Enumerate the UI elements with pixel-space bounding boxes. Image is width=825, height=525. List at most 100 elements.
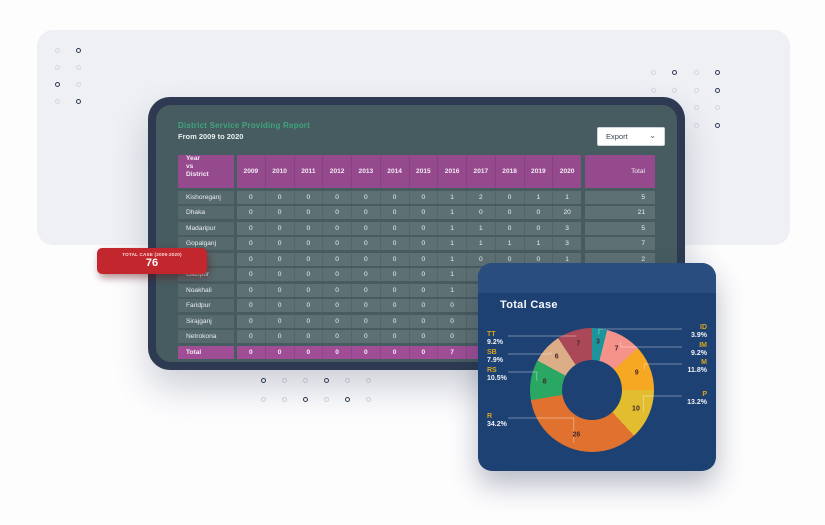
legend-entry: TT 9.2% — [487, 331, 503, 347]
value-cell: 0 — [237, 314, 265, 328]
value-cell: 0 — [523, 252, 553, 266]
value-cell: 0 — [437, 299, 466, 312]
district-cell: Kishoreganj — [178, 190, 234, 204]
value-cell: 0 — [523, 221, 553, 235]
value-cell: 0 — [466, 252, 495, 266]
value-cell: 0 — [322, 252, 351, 266]
decorative-dot — [672, 70, 677, 75]
value-cell: 0 — [322, 237, 351, 250]
decorative-dot — [261, 397, 266, 402]
value-cell: 0 — [408, 206, 438, 219]
district-cell: Sirajganj — [178, 314, 234, 328]
legend-entry: M 11.8% — [688, 359, 707, 375]
value-cell: 0 — [408, 345, 438, 359]
district-cell: Netrokona — [178, 330, 234, 343]
value-cell: 0 — [379, 299, 409, 312]
corner-header-line: Year — [186, 155, 200, 162]
value-cell: 0 — [264, 314, 294, 328]
legend-label: R — [487, 413, 493, 420]
corner-header-line: vs — [186, 163, 194, 171]
corner-header: Year vs District — [178, 155, 234, 188]
decorative-dot — [651, 70, 656, 75]
decorative-dot — [715, 105, 720, 110]
legend-entry: SB 7.9% — [487, 349, 503, 365]
value-cell: 1 — [437, 237, 466, 250]
legend-percentage: 13.2% — [687, 399, 707, 407]
slice-value-label: 26 — [572, 431, 581, 439]
legend-label: IM — [699, 342, 707, 349]
value-cell: 0 — [237, 330, 265, 343]
value-cell: 0 — [466, 206, 495, 219]
row-total-cell: 5 — [585, 190, 655, 204]
slice-value-label: 9 — [634, 369, 639, 377]
decorative-dot — [282, 378, 287, 383]
decorative-dot — [366, 397, 371, 402]
district-cell: Madaripur — [178, 221, 234, 235]
value-cell: 0 — [322, 206, 351, 219]
value-cell: 0 — [293, 345, 323, 359]
year-header-cell: 2016 — [437, 155, 466, 188]
value-cell: 0 — [237, 190, 265, 204]
decorative-dot — [55, 48, 60, 53]
value-cell: 0 — [237, 221, 265, 235]
value-cell: 0 — [379, 206, 409, 219]
value-cell: 1 — [466, 221, 495, 235]
value-cell: 0 — [379, 190, 409, 204]
export-label: Export — [606, 132, 628, 141]
value-cell: 0 — [264, 190, 294, 204]
year-header-cell: 2011 — [293, 155, 323, 188]
year-header-cell: 2012 — [322, 155, 351, 188]
decorative-dot — [694, 123, 699, 128]
decorative-dot — [324, 397, 329, 402]
district-cell: Gopalganj — [178, 237, 234, 250]
value-cell: 0 — [293, 314, 323, 328]
value-cell: 1 — [552, 190, 581, 204]
legend-percentage: 9.2% — [487, 339, 503, 347]
legend-label: P — [702, 391, 707, 398]
value-cell: 0 — [523, 206, 553, 219]
value-cell: 0 — [351, 237, 380, 250]
value-cell: 0 — [264, 345, 294, 359]
decorative-dot — [76, 65, 81, 70]
value-cell: 0 — [351, 206, 380, 219]
value-cell: 0 — [322, 283, 351, 297]
slice-value-label: 7 — [614, 345, 619, 353]
value-cell: 0 — [494, 206, 524, 219]
value-cell: 0 — [379, 268, 409, 281]
value-cell: 0 — [293, 252, 323, 266]
decorative-dot — [303, 397, 308, 402]
value-cell: 0 — [351, 345, 380, 359]
value-cell: 1 — [523, 237, 553, 250]
legend-label: RS — [487, 367, 497, 374]
decorative-dot — [715, 123, 720, 128]
slice-value-label: 3 — [595, 338, 600, 346]
value-cell: 0 — [408, 252, 438, 266]
year-header-cell: 2015 — [408, 155, 438, 188]
value-cell: 0 — [408, 268, 438, 281]
value-cell: 0 — [322, 190, 351, 204]
year-header-cell: 2019 — [523, 155, 553, 188]
year-headers: 2009 2010 2011 2012 2013 2014 2015 2016 2017 2018… — [237, 155, 581, 188]
table-row: Dhaka 0 0 0 0 0 0 0 1 0 0 0 20 21 — [178, 206, 655, 219]
value-cell: 0 — [293, 330, 323, 343]
value-cell: 0 — [264, 221, 294, 235]
value-cell: 0 — [293, 268, 323, 281]
value-cell: 0 — [351, 221, 380, 235]
value-cell: 0 — [264, 206, 294, 219]
row-total-cell: 2 — [585, 252, 655, 266]
value-cell: 0 — [264, 283, 294, 297]
legend-percentage: 7.9% — [487, 357, 503, 365]
value-cell: 0 — [322, 330, 351, 343]
decorative-dot — [261, 378, 266, 383]
legend-label: TT — [487, 331, 496, 338]
value-cell: 0 — [293, 206, 323, 219]
value-cell: 3 — [552, 221, 581, 235]
value-cell: 1 — [552, 252, 581, 266]
year-header-cell: 2014 — [379, 155, 409, 188]
value-cell: 0 — [264, 330, 294, 343]
slice-value-label: 7 — [576, 340, 581, 348]
value-cell: 0 — [351, 252, 380, 266]
export-dropdown[interactable]: Export ⌄ — [597, 127, 665, 146]
district-cell: Noakhali — [178, 283, 234, 297]
legend-entry: IM 9.2% — [691, 342, 707, 358]
